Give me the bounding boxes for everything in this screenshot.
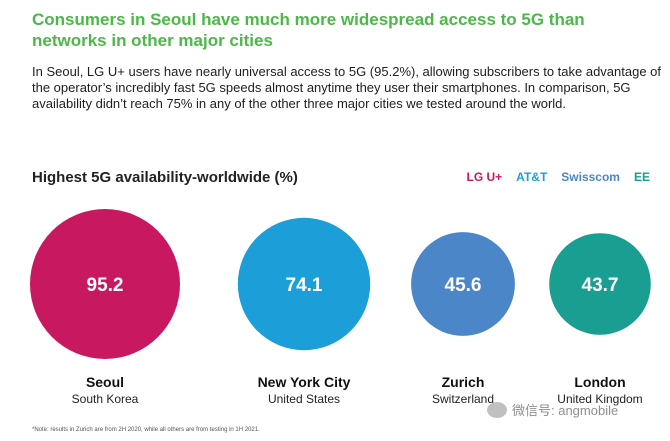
value-label-new-york-city: 74.1	[286, 275, 323, 296]
bubble-seoul	[30, 209, 180, 359]
country-label-zurich: Switzerland	[432, 392, 494, 406]
bubble-new-york-city	[237, 217, 371, 351]
value-label-london: 43.7	[582, 275, 619, 296]
city-label-london: London	[574, 374, 625, 390]
bubble-zurich	[411, 232, 515, 336]
city-label-new-york-city: New York City	[258, 374, 351, 390]
chart-title: Highest 5G availability-worldwide (%)	[32, 169, 298, 186]
bubble-london	[549, 233, 651, 335]
country-label-new-york-city: United States	[268, 392, 340, 406]
city-label-zurich: Zurich	[442, 374, 485, 390]
legend-item-ee: EE	[633, 170, 650, 184]
city-label-seoul: Seoul	[86, 374, 124, 390]
legend-item-att: AT&T	[516, 170, 548, 184]
headline: Consumers in Seoul have much more widesp…	[32, 10, 585, 50]
watermark-text: 微信号: angmobile	[512, 403, 619, 418]
country-label-london: United Kingdom	[557, 392, 642, 406]
legend-item-swisscom: Swisscom	[561, 170, 620, 184]
intro-paragraph: In Seoul, LG U+ users have nearly univer…	[32, 64, 662, 111]
chart-legend: LG U+ AT&T Swisscom EE	[467, 170, 651, 184]
footnote: *Note: results in Zurich are from 2H 202…	[32, 427, 260, 433]
watermark: 微信号: angmobile	[487, 400, 618, 419]
country-label-seoul: South Korea	[72, 392, 139, 406]
value-label-seoul: 95.2	[87, 275, 124, 296]
legend-item-lg-u: LG U+	[466, 170, 503, 184]
wechat-icon	[487, 401, 507, 418]
value-label-zurich: 45.6	[445, 275, 482, 296]
